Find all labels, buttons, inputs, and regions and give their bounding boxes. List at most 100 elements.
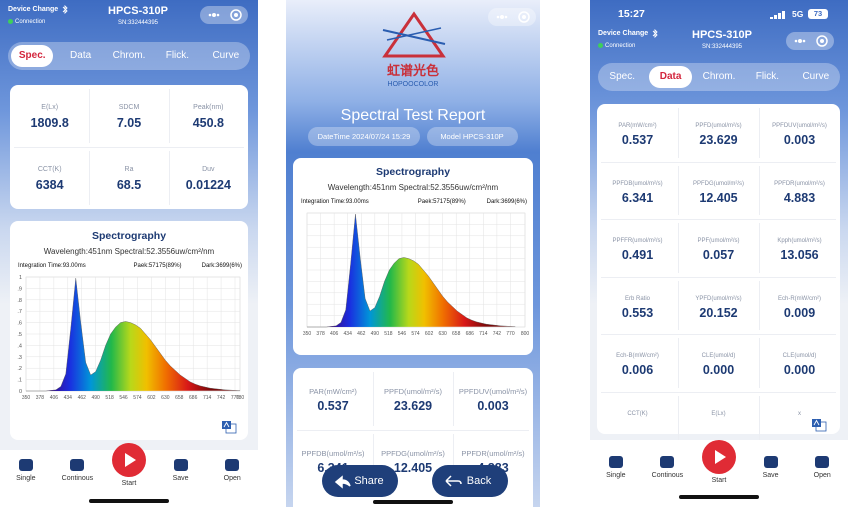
menu-capsule[interactable] <box>786 32 834 50</box>
nav-label[interactable]: Open <box>223 475 241 482</box>
nav-icon[interactable] <box>70 459 85 471</box>
dot <box>500 15 504 19</box>
active-tab-pill <box>11 45 54 67</box>
spectro-wavelength: Wavelength:451nm Spectral:52.3556uw/cm²/… <box>327 183 499 192</box>
close-dot <box>522 15 526 19</box>
x-tick-label: 574 <box>133 395 142 401</box>
metric-label: Peak(nm) <box>193 104 224 111</box>
x-tick-label: 546 <box>398 331 407 337</box>
x-tick-label: 378 <box>36 395 45 401</box>
cell-divider <box>759 165 760 215</box>
cell-divider <box>678 165 679 215</box>
metric-label: Ech-R(mW/cm²) <box>778 295 821 302</box>
nav-icon[interactable] <box>815 456 830 468</box>
tab[interactable]: Spec. <box>609 71 635 82</box>
x-tick-label: 350 <box>22 395 31 401</box>
tab[interactable]: Chrom. <box>112 50 146 61</box>
battery <box>808 9 828 19</box>
dark-count: Dark:3699(6%) <box>201 263 242 269</box>
home-indicator <box>373 500 453 504</box>
metric-label: PPFDG(umol/m²/s) <box>381 449 445 458</box>
dot <box>216 13 220 17</box>
nav-label[interactable]: Open <box>813 472 831 479</box>
metric-value: 12.405 <box>699 190 738 205</box>
x-tick-label: 658 <box>175 395 184 401</box>
button-icon <box>445 475 462 487</box>
nav-icon[interactable] <box>18 459 33 471</box>
close-ring <box>518 11 530 23</box>
device-change: Device Change <box>8 6 59 13</box>
logo-cn: 虹谱光色 <box>386 63 439 78</box>
spectrum-area <box>307 214 516 328</box>
cell-divider <box>759 108 760 158</box>
nav-label[interactable]: Save <box>172 475 189 482</box>
cell-divider <box>453 434 454 488</box>
report-title: Spectral Test Report <box>340 107 486 124</box>
action-button[interactable]: Share <box>322 465 398 497</box>
action-button[interactable]: Back <box>432 465 508 497</box>
metric-label: Kpph(umol/m²/s) <box>777 238 822 244</box>
tab[interactable]: Data <box>70 50 92 61</box>
metric-value: 450.8 <box>192 116 224 130</box>
datetime-pill <box>308 127 420 146</box>
y-tick-label: .3 <box>17 355 22 361</box>
y-tick-label: .4 <box>17 343 22 349</box>
icon-front <box>222 421 231 429</box>
cell-divider <box>373 372 374 426</box>
x-tick-label: 406 <box>50 395 59 401</box>
nav-icon[interactable] <box>608 456 623 468</box>
logo-mark <box>382 11 446 58</box>
metric-value: 20.152 <box>699 305 738 320</box>
tab[interactable]: Flick. <box>755 71 780 82</box>
start-button[interactable] <box>701 439 737 475</box>
play-glyph <box>715 450 726 464</box>
metric-label: CLE(umol/d) <box>701 353 736 359</box>
cell-divider <box>678 223 679 273</box>
icon-a <box>223 421 230 428</box>
nav-icon[interactable] <box>763 456 778 468</box>
metric-label: PPFDB(umol/m²/s) <box>301 449 365 458</box>
nav-label[interactable]: Single <box>16 475 36 482</box>
nav-icon[interactable] <box>225 459 240 471</box>
nav-label[interactable]: Continous <box>651 472 684 479</box>
nav-label[interactable]: Single <box>606 472 626 479</box>
tab[interactable]: Spec. <box>18 50 46 61</box>
nav-label[interactable]: Continous <box>61 475 94 482</box>
tab[interactable]: Curve <box>212 50 240 61</box>
y-tick-label: .6 <box>17 321 22 327</box>
tab-bar: Spec. Data Chrom. Flick. Curve <box>8 42 250 70</box>
button-glyph <box>334 475 351 489</box>
play-glyph <box>125 453 136 467</box>
start-button[interactable] <box>111 442 147 478</box>
metric-label: E(Lx) <box>711 410 726 417</box>
metric-label: Ech-B(mW/cm²) <box>616 353 659 359</box>
model-pill <box>427 127 518 146</box>
x-tick-label: 518 <box>384 331 393 337</box>
nav-icon[interactable] <box>660 456 675 468</box>
capsule-icons <box>496 11 530 23</box>
phone-data: 15:27 5G 73 Device Change Connection HPCS-310… <box>590 0 848 507</box>
peak-count: Paek:57175(89%) <box>133 263 182 269</box>
menu-capsule[interactable] <box>488 8 536 26</box>
device-model: HPCS-310P <box>108 5 168 17</box>
device-serial: SN:332444395 <box>117 20 159 26</box>
dot <box>208 13 212 17</box>
metric-label: SDCM <box>118 104 140 111</box>
tab[interactable]: Data <box>659 71 682 82</box>
cell-divider <box>89 89 91 143</box>
cell-divider <box>373 434 374 488</box>
metric-label: PPFDUV(umol/m²/s) <box>458 387 528 396</box>
metric-label: YPFD(umol/m²/s) <box>695 295 742 302</box>
tab[interactable]: Chrom. <box>702 71 736 82</box>
tab[interactable]: Flick. <box>165 50 190 61</box>
cell-divider <box>453 372 454 426</box>
signal-bar <box>782 11 785 19</box>
dot <box>504 15 508 19</box>
spectrum-area <box>26 278 241 392</box>
logo-ray <box>386 27 442 41</box>
nav-icon[interactable] <box>173 459 188 471</box>
nav-label[interactable]: Save <box>762 472 779 479</box>
cell-divider <box>759 338 760 388</box>
menu-capsule[interactable] <box>200 6 248 24</box>
tab[interactable]: Curve <box>802 71 830 82</box>
